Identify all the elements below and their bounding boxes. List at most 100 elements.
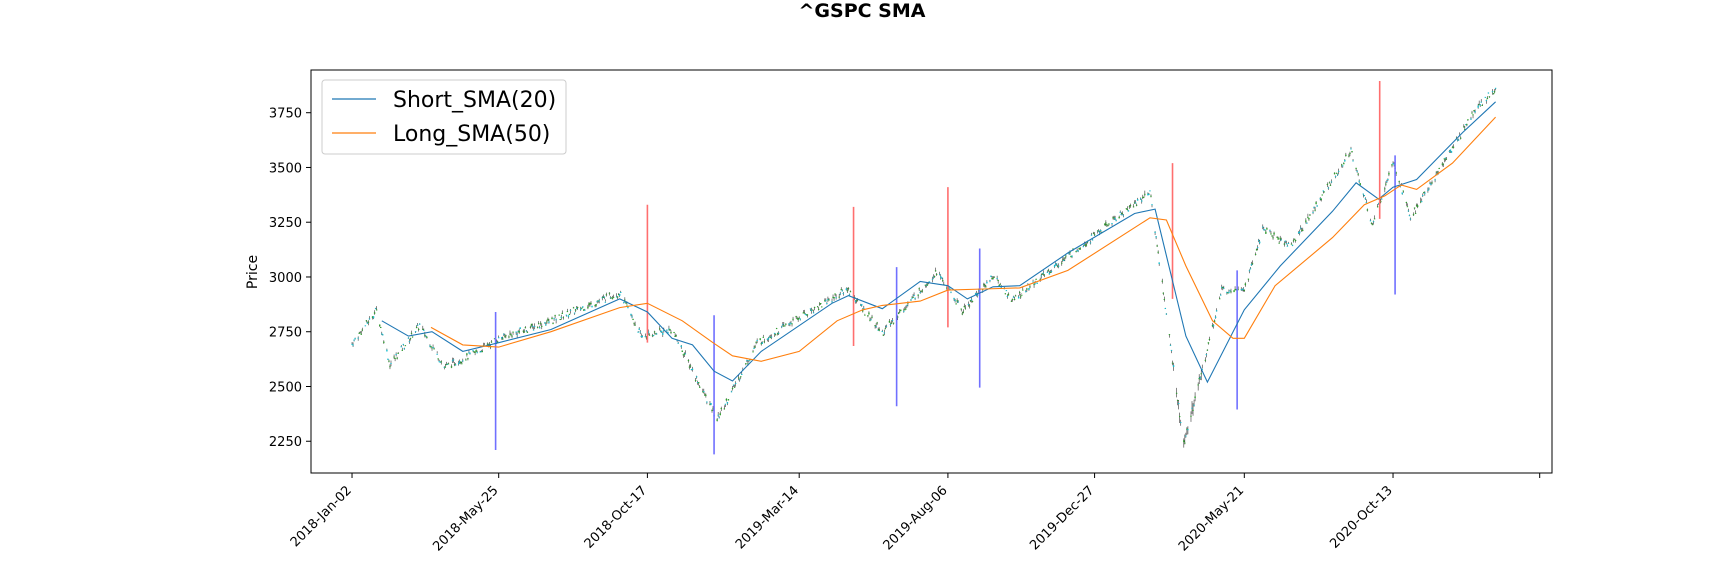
- candle-body: [1164, 308, 1167, 310]
- candle-body: [567, 315, 570, 317]
- candle-body: [462, 360, 464, 362]
- candle-body: [598, 300, 600, 302]
- candle-body: [1363, 194, 1366, 197]
- candle-body: [480, 350, 482, 352]
- candle-body: [1333, 172, 1336, 175]
- candle-body: [595, 304, 597, 306]
- candle-body: [1122, 214, 1124, 216]
- candle-body: [1348, 155, 1350, 157]
- candle-body: [1413, 207, 1416, 209]
- candle-body: [760, 343, 762, 345]
- candle-body: [508, 336, 510, 338]
- candle-body: [702, 391, 704, 393]
- candle-body: [868, 312, 870, 315]
- candle-body: [1247, 278, 1250, 280]
- candle-body: [1381, 198, 1383, 200]
- candle-body: [1005, 290, 1008, 292]
- candle-body: [359, 332, 361, 334]
- candle-body: [1042, 272, 1044, 274]
- candle-body: [1046, 271, 1049, 273]
- candle-body: [1057, 265, 1060, 267]
- candle-body: [768, 336, 771, 338]
- candle-body: [468, 352, 470, 354]
- candle-body: [604, 301, 607, 303]
- candle-body: [361, 329, 363, 331]
- candle-body: [699, 386, 701, 388]
- candle-body: [1385, 183, 1387, 185]
- candle-body: [1107, 225, 1109, 227]
- candle-body: [551, 317, 553, 320]
- candle-body: [867, 315, 869, 317]
- candle-body: [795, 315, 797, 317]
- candle-body: [1085, 244, 1088, 246]
- candle-body: [688, 366, 691, 368]
- candle-body: [1151, 204, 1153, 206]
- candle-body: [733, 386, 736, 388]
- candle-body: [1300, 227, 1302, 229]
- candle-body: [1119, 211, 1121, 213]
- candle-body: [719, 413, 721, 416]
- candle-body: [501, 336, 503, 339]
- candle-body: [963, 305, 966, 308]
- candle-body: [871, 316, 873, 318]
- candle-body: [364, 325, 367, 327]
- candle-body: [1474, 111, 1476, 113]
- candle-body: [1266, 228, 1268, 230]
- candle-body: [1443, 158, 1446, 160]
- candle-body: [552, 323, 554, 325]
- candle-body: [417, 328, 420, 330]
- candle-body: [1222, 287, 1224, 289]
- candle-body: [697, 382, 700, 384]
- candle-body: [1380, 200, 1382, 203]
- candle-body: [410, 332, 413, 334]
- candle-body: [1125, 208, 1128, 210]
- candle-body: [429, 345, 431, 347]
- candle-body: [1309, 214, 1311, 216]
- candle-body: [1006, 295, 1009, 297]
- candle-body: [1198, 378, 1200, 380]
- candle-body: [368, 318, 371, 320]
- candle-body: [630, 313, 632, 316]
- candle-body: [403, 348, 406, 350]
- candle-body: [1287, 242, 1290, 244]
- candle-body: [1065, 255, 1067, 257]
- candle-body: [1408, 215, 1411, 217]
- candle-body: [562, 317, 565, 319]
- candle-body: [709, 403, 711, 405]
- candle-body: [1352, 160, 1354, 162]
- candle-body: [1256, 247, 1259, 249]
- candle-body: [1007, 293, 1010, 296]
- candle-body: [835, 297, 837, 299]
- candle-body: [572, 307, 575, 309]
- candle-body: [610, 297, 613, 299]
- candle-body: [1084, 244, 1087, 246]
- candle-body: [848, 294, 851, 296]
- candle-body: [1460, 137, 1462, 139]
- candle-body: [510, 334, 512, 336]
- candle-body: [977, 289, 980, 291]
- candle-body: [1279, 237, 1281, 240]
- candle-body: [834, 293, 836, 295]
- candle-body: [1191, 407, 1193, 409]
- candle-body: [1170, 349, 1173, 351]
- candle-body: [968, 305, 971, 307]
- candle-body: [1412, 214, 1415, 216]
- candle-body: [1029, 286, 1031, 288]
- candle-body: [774, 334, 777, 336]
- candle-body: [761, 342, 763, 344]
- candle-body: [1392, 162, 1394, 164]
- candle-body: [1470, 118, 1472, 120]
- candle-body: [1445, 158, 1448, 160]
- candle-body: [691, 368, 694, 370]
- candle-body: [445, 364, 448, 366]
- candle-body: [379, 324, 381, 326]
- candle-body: [467, 358, 469, 360]
- candle-body: [970, 299, 973, 301]
- candle-body: [544, 322, 546, 324]
- candle-body: [554, 315, 556, 317]
- candle-body: [386, 349, 388, 352]
- candle-body: [505, 335, 507, 337]
- candle-body: [669, 328, 671, 331]
- candle-body: [991, 277, 993, 279]
- candle-body: [1063, 259, 1065, 261]
